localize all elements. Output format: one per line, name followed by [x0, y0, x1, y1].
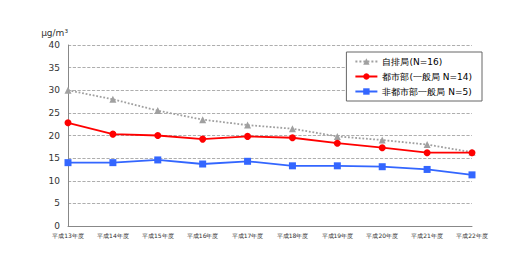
- svg-text:平成17年度: 平成17年度: [232, 232, 264, 239]
- svg-text:30: 30: [49, 85, 61, 95]
- svg-text:平成14年度: 平成14年度: [97, 232, 129, 239]
- svg-text:25: 25: [49, 108, 60, 118]
- svg-text:μg/m³: μg/m³: [41, 28, 68, 38]
- svg-text:平成22年度: 平成22年度: [456, 232, 488, 239]
- svg-text:自排局(N=16): 自排局(N=16): [382, 57, 442, 67]
- svg-text:35: 35: [49, 63, 60, 73]
- svg-text:平成20年度: 平成20年度: [366, 232, 398, 239]
- svg-text:都市部(一般局 N=14): 都市部(一般局 N=14): [382, 72, 472, 82]
- svg-text:10: 10: [49, 176, 61, 186]
- svg-text:平成16年度: 平成16年度: [187, 232, 219, 239]
- svg-text:平成19年度: 平成19年度: [322, 232, 354, 239]
- svg-text:平成13年度: 平成13年度: [52, 232, 84, 239]
- svg-text:40: 40: [49, 40, 61, 50]
- svg-text:平成15年度: 平成15年度: [142, 232, 174, 239]
- svg-text:20: 20: [49, 131, 61, 141]
- svg-text:0: 0: [54, 221, 60, 231]
- svg-text:平成21年度: 平成21年度: [411, 232, 443, 239]
- svg-text:非都市部一般局 N=5): 非都市部一般局 N=5): [382, 87, 471, 97]
- svg-text:5: 5: [54, 198, 60, 208]
- svg-text:15: 15: [49, 153, 60, 163]
- svg-text:平成18年度: 平成18年度: [277, 232, 309, 239]
